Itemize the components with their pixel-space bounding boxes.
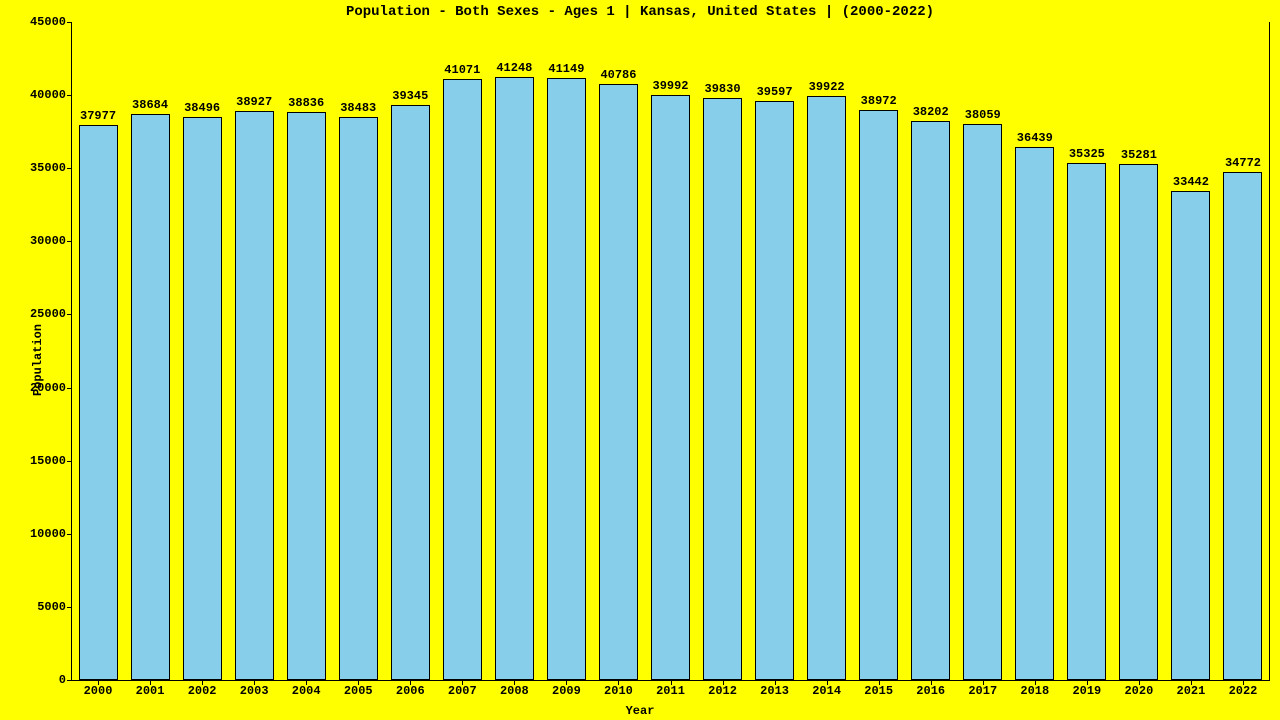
bar-value-label: 35281: [1121, 148, 1157, 162]
bar-value-label: 39922: [809, 80, 845, 94]
bar: [339, 117, 378, 680]
bar: [911, 121, 950, 680]
y-tick-label: 35000: [30, 161, 72, 175]
x-tick-mark: [1035, 680, 1036, 685]
x-tick-mark: [462, 680, 463, 685]
bar-value-label: 41248: [496, 61, 532, 75]
bar-value-label: 38483: [340, 101, 376, 115]
bar-value-label: 39597: [757, 85, 793, 99]
plot-area: 0500010000150002000025000300003500040000…: [71, 22, 1270, 681]
bar-value-label: 38836: [288, 96, 324, 110]
y-tick-mark: [67, 22, 72, 23]
bar: [807, 96, 846, 680]
bar-value-label: 33442: [1173, 175, 1209, 189]
x-tick-mark: [1243, 680, 1244, 685]
y-tick-label: 10000: [30, 527, 72, 541]
x-tick-mark: [879, 680, 880, 685]
y-tick-label: 40000: [30, 88, 72, 102]
bar-value-label: 39992: [652, 79, 688, 93]
y-tick-label: 15000: [30, 454, 72, 468]
y-tick-mark: [67, 534, 72, 535]
y-tick-mark: [67, 168, 72, 169]
bar: [703, 98, 742, 680]
x-tick-mark: [618, 680, 619, 685]
bar-value-label: 36439: [1017, 131, 1053, 145]
x-tick-mark: [1087, 680, 1088, 685]
population-chart: Population - Both Sexes - Ages 1 | Kansa…: [0, 0, 1280, 720]
bar-value-label: 38927: [236, 95, 272, 109]
x-tick-mark: [410, 680, 411, 685]
x-tick-mark: [775, 680, 776, 685]
bar: [1119, 164, 1158, 680]
bar: [1223, 172, 1262, 680]
y-tick-mark: [67, 607, 72, 608]
bar-value-label: 38202: [913, 105, 949, 119]
y-tick-mark: [67, 241, 72, 242]
x-tick-mark: [1191, 680, 1192, 685]
x-tick-mark: [306, 680, 307, 685]
bar-value-label: 38684: [132, 98, 168, 112]
bar-value-label: 35325: [1069, 147, 1105, 161]
x-tick-mark: [723, 680, 724, 685]
bar: [859, 110, 898, 680]
bar-value-label: 39345: [392, 89, 428, 103]
x-tick-mark: [1139, 680, 1140, 685]
bar: [495, 77, 534, 680]
y-tick-label: 30000: [30, 234, 72, 248]
y-tick-mark: [67, 461, 72, 462]
bar: [183, 117, 222, 680]
x-tick-mark: [566, 680, 567, 685]
bar-value-label: 41149: [548, 62, 584, 76]
x-tick-mark: [671, 680, 672, 685]
bar: [547, 78, 586, 680]
bar-value-label: 34772: [1225, 156, 1261, 170]
bar: [1015, 147, 1054, 680]
bar: [963, 124, 1002, 681]
y-tick-label: 45000: [30, 15, 72, 29]
x-tick-mark: [827, 680, 828, 685]
bar-value-label: 38059: [965, 108, 1001, 122]
x-axis-label: Year: [0, 704, 1280, 718]
bar: [287, 112, 326, 680]
bar: [443, 79, 482, 680]
bar-value-label: 40786: [600, 68, 636, 82]
x-tick-mark: [98, 680, 99, 685]
x-tick-mark: [983, 680, 984, 685]
bar: [235, 111, 274, 680]
x-tick-mark: [150, 680, 151, 685]
chart-title: Population - Both Sexes - Ages 1 | Kansa…: [0, 4, 1280, 20]
x-tick-mark: [514, 680, 515, 685]
y-tick-mark: [67, 95, 72, 96]
bar-value-label: 37977: [80, 109, 116, 123]
bar-value-label: 39830: [705, 82, 741, 96]
y-tick-mark: [67, 388, 72, 389]
bar: [755, 101, 794, 680]
bar-value-label: 41071: [444, 63, 480, 77]
bar: [79, 125, 118, 680]
bar: [599, 84, 638, 680]
bar: [131, 114, 170, 680]
bar-value-label: 38972: [861, 94, 897, 108]
x-tick-mark: [358, 680, 359, 685]
y-tick-label: 25000: [30, 307, 72, 321]
y-tick-mark: [67, 680, 72, 681]
bar: [651, 95, 690, 680]
x-tick-mark: [254, 680, 255, 685]
y-tick-mark: [67, 314, 72, 315]
bar: [1067, 163, 1106, 680]
bar-value-label: 38496: [184, 101, 220, 115]
bar: [1171, 191, 1210, 680]
x-tick-mark: [202, 680, 203, 685]
x-tick-mark: [931, 680, 932, 685]
bar: [391, 105, 430, 680]
y-tick-label: 20000: [30, 381, 72, 395]
